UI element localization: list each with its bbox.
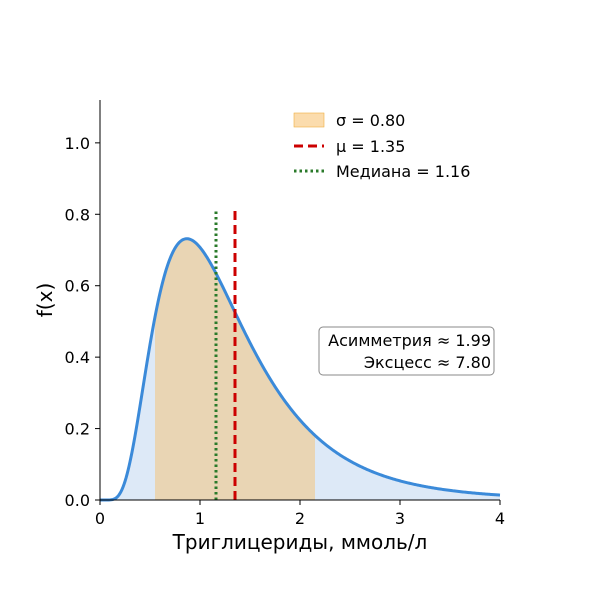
plot-area [100, 210, 501, 502]
x-tick-label: 2 [295, 509, 305, 528]
legend-swatch-sigma [293, 112, 325, 128]
y-tick-label: 0.8 [65, 205, 90, 224]
x-tick-label: 0 [95, 509, 105, 528]
legend-label-median: Медиана = 1.16 [336, 162, 470, 181]
stats-box-frame [318, 326, 495, 376]
legend-label-mean: μ = 1.35 [336, 137, 405, 156]
density-curve [100, 237, 501, 502]
y-tick-label: 0.0 [65, 491, 90, 510]
area-fill [100, 238, 500, 501]
y-tick-label: 0.2 [65, 420, 90, 439]
kurtosis-label: Эксцесс ≈ 7.80 [364, 353, 491, 372]
x-tick-label: 1 [195, 509, 205, 528]
x-tick-label: 3 [395, 509, 405, 528]
skewness-label: Асимметрия ≈ 1.99 [328, 331, 491, 350]
y-tick-label: 0.4 [65, 348, 90, 367]
axes: 0 1 2 3 4 0.0 0.2 0.4 0.6 0.8 1.0 [65, 100, 505, 528]
x-tick-label: 4 [495, 509, 505, 528]
legend-label-sigma: σ = 0.80 [336, 111, 405, 130]
legend: σ = 0.80 μ = 1.35 Медиана = 1.16 [293, 111, 470, 181]
x-axis-title: Триглицериды, ммоль/л [172, 530, 428, 554]
y-axis-title: f(x) [33, 283, 57, 317]
y-tick-label: 1.0 [65, 134, 90, 153]
y-tick-label: 0.6 [65, 277, 90, 296]
stats-box: Асимметрия ≈ 1.99 Эксцесс ≈ 7.80 [318, 326, 495, 376]
